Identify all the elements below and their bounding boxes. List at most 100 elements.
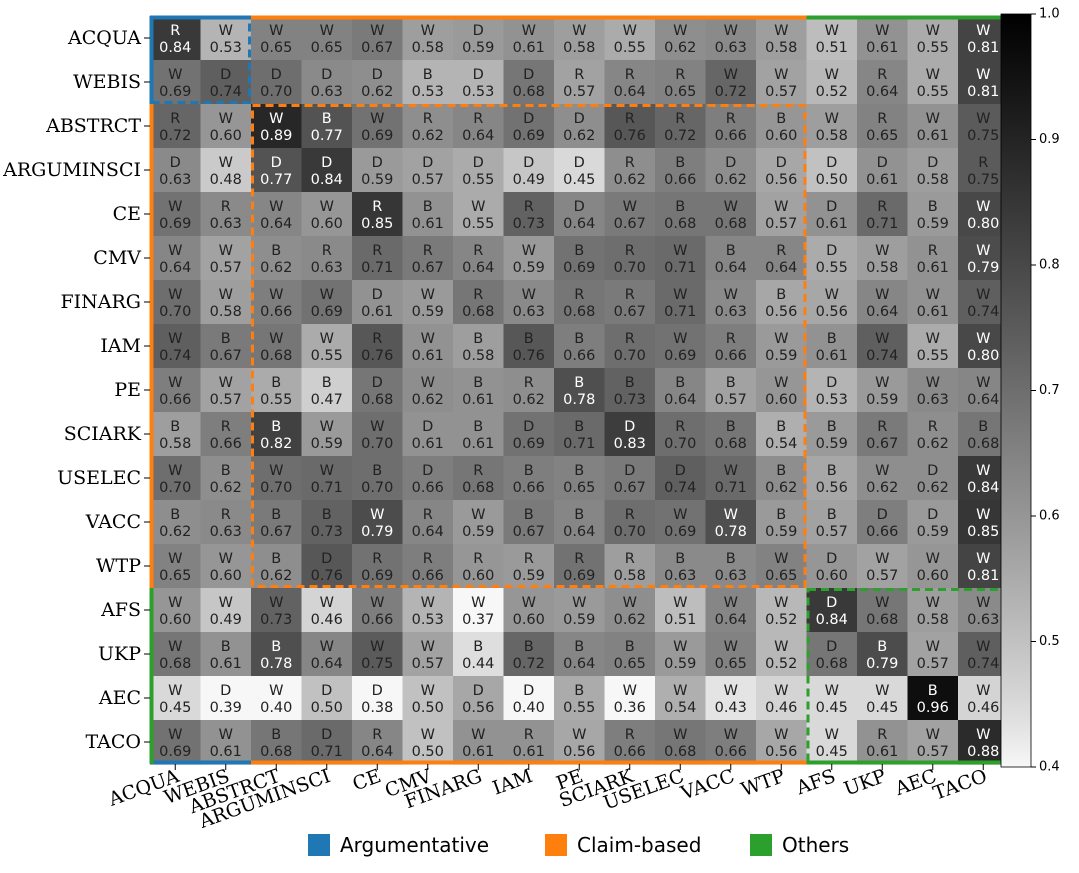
cell-value-r3-c15: 0.58 — [917, 172, 949, 188]
cell-letter-r3-c1: W — [219, 155, 233, 171]
heatmap-cell-r1-c0 — [150, 60, 202, 105]
cell-value-r16-c0: 0.69 — [159, 744, 191, 760]
cell-letter-r0-c16: W — [976, 23, 990, 39]
heatmap-cell-r2-c16 — [958, 104, 1010, 149]
cell-value-r10-c2: 0.70 — [260, 480, 292, 496]
heatmap-cell-r4-c5 — [402, 192, 454, 237]
cell-value-r7-c7: 0.76 — [513, 348, 545, 364]
legend-item-argumentative: Argumentative — [308, 828, 489, 862]
heatmap-cell-r9-c1 — [200, 412, 252, 457]
cell-letter-r9-c13: B — [827, 419, 837, 435]
cell-value-r13-c14: 0.68 — [866, 612, 898, 628]
cell-value-r8-c8: 0.78 — [563, 392, 595, 408]
cell-value-r1-c4: 0.62 — [361, 84, 393, 100]
heatmap-cell-r7-c7 — [503, 324, 555, 369]
cell-letter-r13-c13: D — [826, 595, 837, 611]
cell-value-r15-c14: 0.45 — [866, 700, 898, 716]
heatmap-cell-r15-c5 — [402, 676, 454, 721]
cell-letter-r12-c13: D — [826, 551, 837, 567]
cell-letter-r1-c2: D — [271, 67, 282, 83]
cell-value-r1-c8: 0.57 — [563, 84, 595, 100]
heatmap-cell-r16-c0 — [150, 720, 202, 765]
heatmap-cell-r10-c1 — [200, 456, 252, 501]
cell-letter-r7-c2: W — [269, 331, 283, 347]
cell-letter-r12-c10: B — [675, 551, 685, 567]
heatmap-cell-r5-c11 — [705, 236, 757, 281]
cell-letter-r14-c0: W — [168, 639, 182, 655]
cell-value-r12-c6: 0.60 — [462, 568, 494, 584]
heatmap-cell-r15-c0 — [150, 676, 202, 721]
cell-letter-r16-c14: R — [877, 727, 887, 743]
cell-letter-r7-c14: W — [875, 331, 889, 347]
heatmap-cell-r6-c3 — [301, 280, 353, 325]
cell-letter-r6-c12: B — [776, 287, 786, 303]
cell-value-r4-c14: 0.71 — [866, 216, 898, 232]
cell-value-r0-c3: 0.65 — [311, 40, 343, 56]
cell-value-r8-c12: 0.60 — [765, 392, 797, 408]
heatmap-cell-r6-c9 — [604, 280, 656, 325]
cell-value-r1-c0: 0.69 — [159, 84, 191, 100]
cell-value-r15-c7: 0.40 — [513, 700, 545, 716]
cell-letter-r5-c16: W — [976, 243, 990, 259]
column-label-afs: AFS — [792, 765, 838, 800]
cell-value-r4-c8: 0.64 — [563, 216, 595, 232]
heatmap-cell-r9-c10 — [655, 412, 707, 457]
heatmap-cell-r16-c9 — [604, 720, 656, 765]
cell-letter-r3-c14: D — [877, 155, 888, 171]
cell-value-r9-c3: 0.59 — [311, 436, 343, 452]
cell-value-r7-c8: 0.66 — [563, 348, 595, 364]
heatmap-cell-r13-c5 — [402, 588, 454, 633]
cell-letter-r14-c1: B — [221, 639, 231, 655]
cell-value-r11-c4: 0.79 — [361, 524, 393, 540]
cell-letter-r3-c3: D — [321, 155, 332, 171]
cell-letter-r9-c0: B — [170, 419, 180, 435]
heatmap-cell-r9-c11 — [705, 412, 757, 457]
cell-value-r5-c2: 0.62 — [260, 260, 292, 276]
cell-value-r8-c14: 0.59 — [866, 392, 898, 408]
cell-letter-r13-c15: W — [926, 595, 940, 611]
cell-letter-r0-c0: R — [170, 23, 180, 39]
cell-letter-r8-c14: W — [875, 375, 889, 391]
cell-letter-r13-c5: W — [421, 595, 435, 611]
cell-value-r12-c13: 0.60 — [816, 568, 848, 584]
cell-value-r6-c0: 0.70 — [159, 304, 191, 320]
cell-letter-r4-c8: D — [574, 199, 585, 215]
heatmap-cell-r5-c12 — [756, 236, 808, 281]
heatmap-cell-r11-c10 — [655, 500, 707, 545]
cell-value-r10-c14: 0.62 — [866, 480, 898, 496]
cell-value-r1-c10: 0.65 — [664, 84, 696, 100]
cell-letter-r9-c2: B — [271, 419, 281, 435]
cell-letter-r9-c9: D — [624, 419, 635, 435]
cell-letter-r13-c16: W — [976, 595, 990, 611]
cell-value-r2-c1: 0.60 — [210, 128, 242, 144]
cell-value-r0-c5: 0.58 — [412, 40, 444, 56]
heatmap-cell-r2-c0 — [150, 104, 202, 149]
heatmap-cell-r12-c11 — [705, 544, 757, 589]
heatmap-cell-r16-c5 — [402, 720, 454, 765]
cell-letter-r8-c10: B — [675, 375, 685, 391]
cell-value-r2-c12: 0.60 — [765, 128, 797, 144]
cell-letter-r3-c16: R — [978, 155, 988, 171]
cell-value-r15-c16: 0.46 — [967, 700, 999, 716]
legend-swatch-others — [750, 834, 772, 856]
heatmap-cell-r13-c9 — [604, 588, 656, 633]
cell-value-r4-c15: 0.59 — [917, 216, 949, 232]
cell-value-r10-c12: 0.62 — [765, 480, 797, 496]
cell-letter-r12-c0: W — [168, 551, 182, 567]
heatmap-cell-r14-c13 — [806, 632, 858, 677]
heatmap-cell-r12-c9 — [604, 544, 656, 589]
cell-value-r14-c16: 0.74 — [967, 656, 999, 672]
row-label-afs: AFS — [100, 599, 141, 621]
heatmap-cell-r6-c12 — [756, 280, 808, 325]
cell-value-r6-c10: 0.71 — [664, 304, 696, 320]
cell-value-r16-c12: 0.56 — [765, 744, 797, 760]
heatmap-cell-r0-c6 — [453, 16, 505, 61]
cell-letter-r0-c1: W — [219, 23, 233, 39]
cell-value-r16-c6: 0.61 — [462, 744, 494, 760]
heatmap-cell-r9-c14 — [857, 412, 909, 457]
cell-letter-r14-c4: W — [370, 639, 384, 655]
row-label-taco: TACO — [86, 731, 141, 753]
cell-letter-r8-c2: B — [271, 375, 281, 391]
cell-value-r11-c13: 0.57 — [816, 524, 848, 540]
heatmap-cell-r14-c16 — [958, 632, 1010, 677]
